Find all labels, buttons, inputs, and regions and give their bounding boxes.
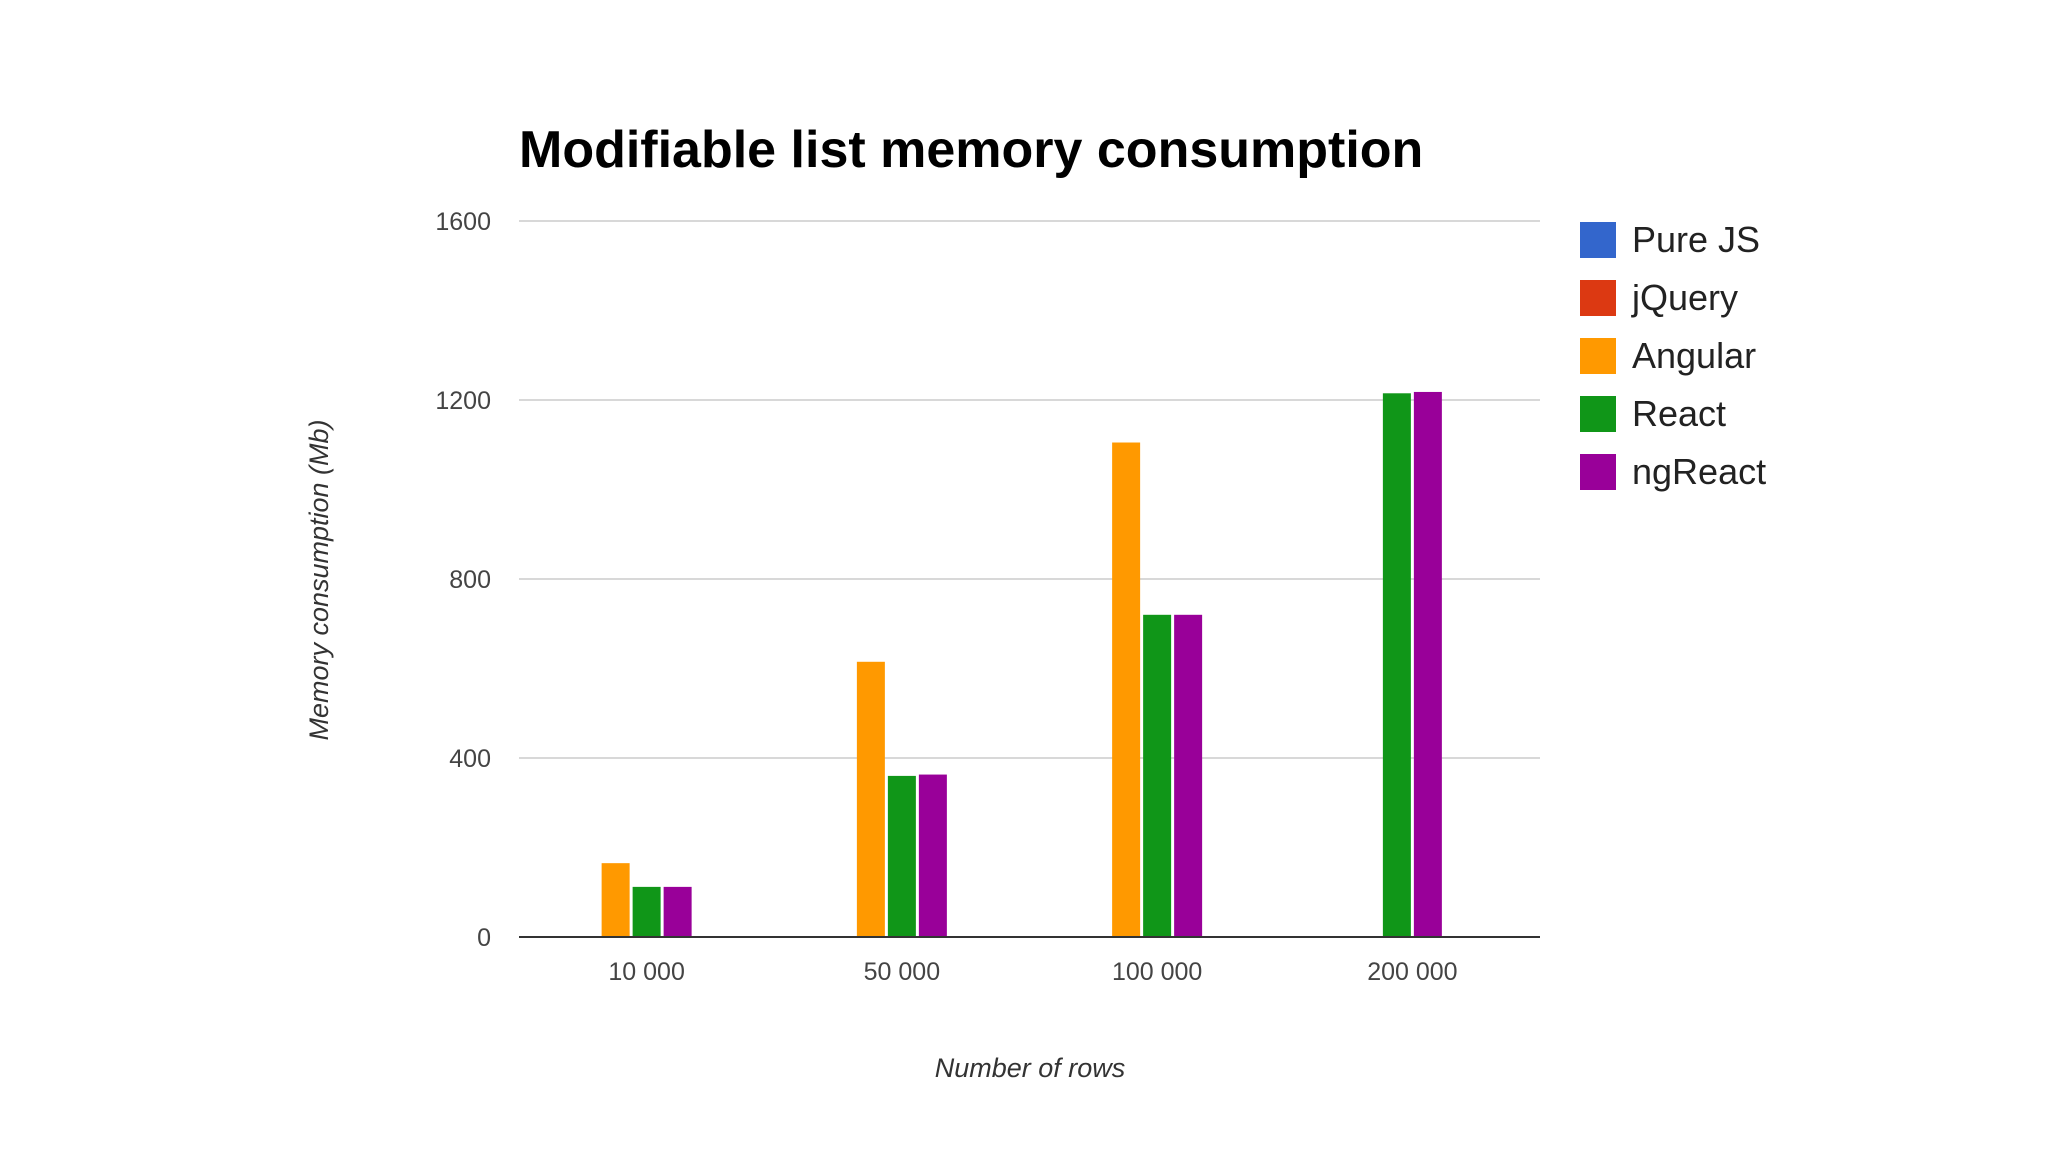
- y-tick-label: 1200: [435, 387, 491, 415]
- legend-swatch-jquery: [1580, 280, 1616, 316]
- chart-title: Modifiable list memory consumption: [519, 121, 1423, 179]
- legend-label: jQuery: [1631, 277, 1738, 318]
- x-tick-label: 50 000: [864, 958, 940, 986]
- bars: [601, 391, 1442, 938]
- x-tick-label: 200 000: [1367, 958, 1457, 986]
- x-tick-label: 10 000: [608, 958, 684, 986]
- y-tick-label: 0: [477, 924, 491, 952]
- bar-react-1: [887, 775, 916, 937]
- bar-react-2: [1143, 614, 1172, 937]
- legend-swatch-react: [1580, 396, 1616, 432]
- bar-angular-1: [856, 661, 885, 937]
- x-axis-title: Number of rows: [935, 1053, 1126, 1083]
- legend-label: Pure JS: [1632, 219, 1760, 260]
- bar-ngreact-0: [663, 886, 692, 937]
- y-tick-label: 1600: [435, 208, 491, 236]
- bar-ngreact-2: [1174, 614, 1203, 937]
- legend-swatch-pure-js: [1580, 222, 1616, 258]
- gridlines: [519, 220, 1540, 759]
- bar-ngreact-1: [918, 774, 947, 937]
- legend-swatch-ngreact: [1580, 454, 1616, 490]
- bar-angular-0: [601, 863, 630, 937]
- bar-react-3: [1382, 393, 1411, 938]
- bar-react-0: [632, 886, 661, 937]
- legend: Pure JS jQuery Angular React ngReact: [1580, 219, 1766, 492]
- legend-label: Angular: [1632, 335, 1756, 376]
- y-axis-title: Memory consumption (Mb): [304, 419, 334, 740]
- y-axis-ticks: 0 400 800 1200 1600: [435, 208, 491, 952]
- y-tick-label: 800: [449, 566, 491, 594]
- legend-label: ngReact: [1632, 451, 1766, 492]
- legend-label: React: [1632, 393, 1726, 434]
- bar-ngreact-3: [1413, 391, 1442, 937]
- legend-swatch-angular: [1580, 338, 1616, 374]
- y-tick-label: 400: [449, 745, 491, 773]
- x-tick-label: 100 000: [1112, 958, 1202, 986]
- x-axis-ticks: 10 000 50 000 100 000 200 000: [608, 958, 1457, 986]
- bar-angular-2: [1112, 442, 1141, 937]
